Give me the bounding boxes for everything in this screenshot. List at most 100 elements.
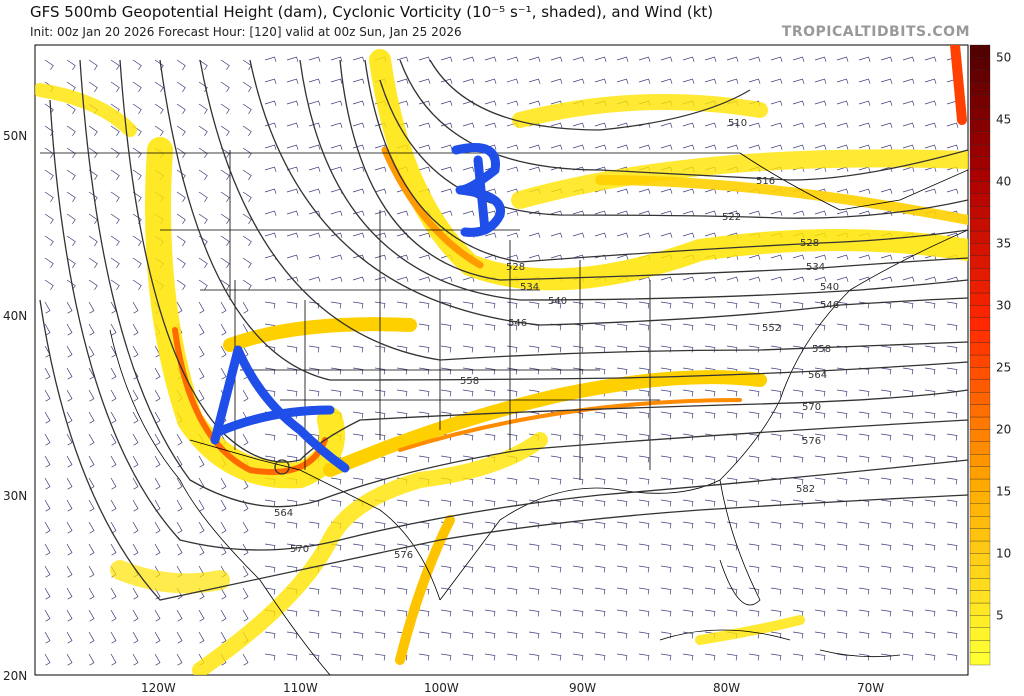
- wind-barb: [330, 653, 342, 661]
- wind-barb: [110, 543, 117, 556]
- wind-barb: [594, 499, 606, 507]
- wind-barb: [880, 587, 892, 595]
- wind-barb: [616, 631, 628, 639]
- wind-barb: [506, 521, 518, 529]
- wind-barb: [902, 455, 914, 463]
- wind-barb: [704, 56, 717, 62]
- wind-barb: [198, 279, 208, 290]
- wind-barb: [528, 367, 540, 375]
- wind-barb: [880, 188, 893, 194]
- wind-barb: [924, 455, 936, 463]
- colorbar-step: [969, 268, 991, 281]
- wind-barb: [88, 235, 98, 246]
- wind-barb: [902, 477, 914, 485]
- wind-barb: [418, 521, 430, 529]
- wind-barb: [770, 609, 782, 617]
- wind-barb: [528, 521, 540, 529]
- wind-barb: [198, 499, 205, 512]
- wind-barb: [66, 81, 76, 92]
- wind-barb: [154, 103, 164, 114]
- wind-barb: [220, 521, 227, 534]
- wind-barb: [198, 609, 205, 622]
- wind-barb: [550, 345, 562, 353]
- latitude-labels: 50N 40N 30N 20N: [3, 129, 27, 683]
- wind-barb: [176, 125, 186, 136]
- wind-barb: [374, 521, 386, 529]
- wind-barb: [440, 78, 453, 84]
- wind-barb: [110, 609, 117, 622]
- wind-barb: [528, 609, 540, 617]
- wind-barb: [682, 543, 694, 551]
- wind-barb: [528, 345, 540, 353]
- wind-barb: [836, 477, 848, 485]
- wind-barb: [264, 56, 277, 62]
- wind-barb: [396, 345, 408, 353]
- wind-barb: [154, 81, 164, 92]
- wind-barb: [396, 587, 408, 595]
- wind-barb: [220, 477, 227, 490]
- wind-barb: [66, 367, 73, 380]
- wind-barb: [792, 631, 804, 639]
- wind-barb: [902, 144, 915, 150]
- wind-barb: [462, 389, 474, 397]
- wind-barb: [902, 100, 915, 106]
- wind-barb: [44, 477, 51, 490]
- wind-barb: [528, 477, 540, 485]
- wind-barb: [110, 59, 120, 70]
- wind-barb: [484, 653, 496, 661]
- wind-barb: [682, 78, 695, 84]
- wind-barb: [550, 232, 563, 238]
- wind-barb: [462, 166, 475, 172]
- wind-barb: [220, 631, 227, 644]
- wind-barb: [946, 653, 958, 661]
- wind-barb: [506, 565, 518, 573]
- wind-barb: [550, 543, 562, 551]
- wind-barb: [814, 587, 826, 595]
- wind-barb: [418, 631, 430, 639]
- wind-barb: [550, 653, 562, 661]
- wind-barb: [264, 631, 276, 639]
- colorbar-step: [969, 491, 991, 504]
- colorbar-step: [969, 193, 991, 207]
- wind-barb: [88, 191, 98, 202]
- wind-barb: [132, 499, 139, 512]
- wind-barb: [286, 188, 299, 194]
- wind-barb: [484, 565, 496, 573]
- contour-label: 576: [394, 550, 413, 561]
- wind-barb: [814, 78, 827, 84]
- wind-barb: [770, 276, 783, 282]
- wind-barb: [902, 499, 914, 507]
- wind-barb: [132, 587, 139, 600]
- wind-barb: [682, 389, 694, 397]
- wind-barb: [682, 477, 694, 485]
- vorticity-colorbar: [969, 44, 991, 666]
- wind-barb: [792, 411, 804, 419]
- wind-barb: [946, 565, 958, 573]
- wind-barb: [220, 81, 230, 92]
- wind-barb: [616, 543, 628, 551]
- wind-barb: [638, 433, 650, 441]
- wind-barb: [814, 144, 827, 150]
- wind-barb: [484, 433, 496, 441]
- wind-barb: [418, 78, 431, 84]
- wind-barb: [880, 78, 893, 84]
- wind-barb: [44, 213, 54, 224]
- wind-barb: [946, 122, 959, 128]
- wind-barb: [418, 122, 431, 128]
- wind-barb: [594, 122, 607, 128]
- wind-barb: [374, 254, 387, 260]
- wind-barb: [704, 499, 716, 507]
- wind-barb: [550, 301, 562, 309]
- wind-barb: [286, 276, 299, 282]
- hand-annotations: [210, 143, 505, 473]
- wind-barb: [660, 543, 672, 551]
- wind-barb: [66, 455, 73, 468]
- wind-barb: [858, 411, 870, 419]
- wind-barb: [440, 301, 452, 309]
- colorbar-step: [969, 119, 991, 132]
- wind-barb: [44, 367, 51, 380]
- wind-barb: [242, 169, 252, 180]
- wind-barb: [616, 78, 629, 84]
- wind-barb: [726, 210, 739, 216]
